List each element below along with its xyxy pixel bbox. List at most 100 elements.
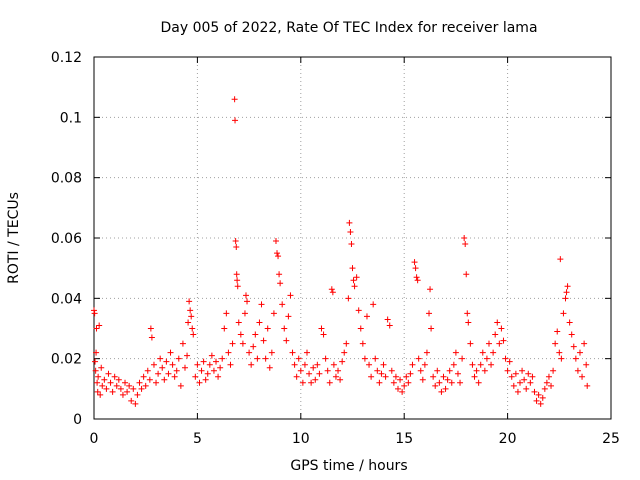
data-point <box>310 364 317 371</box>
data-point <box>386 322 393 329</box>
data-point <box>328 286 335 293</box>
data-point <box>279 301 286 308</box>
y-tick-label: 0.02 <box>51 352 82 368</box>
data-point <box>134 391 141 398</box>
data-point <box>150 361 157 368</box>
data-point <box>462 241 469 248</box>
y-tick-label: 0.08 <box>51 171 82 187</box>
data-point <box>430 373 437 380</box>
data-point <box>390 379 397 386</box>
data-point <box>306 370 313 377</box>
data-point <box>438 388 445 395</box>
data-point <box>291 361 298 368</box>
data-point <box>196 379 203 386</box>
data-point <box>215 373 222 380</box>
data-point <box>223 310 230 317</box>
data-point <box>244 298 251 305</box>
data-point <box>494 319 501 326</box>
data-point <box>124 388 131 395</box>
data-point <box>295 355 302 362</box>
data-point <box>500 337 507 344</box>
data-point <box>392 373 399 380</box>
data-point <box>347 228 354 235</box>
x-tick-label: 15 <box>395 431 413 447</box>
data-point <box>232 238 239 245</box>
data-point <box>275 253 282 260</box>
data-point <box>277 280 284 287</box>
data-point <box>157 355 164 362</box>
data-point <box>529 373 536 380</box>
data-point <box>467 340 474 347</box>
data-point <box>490 349 497 356</box>
data-point <box>477 361 484 368</box>
data-point <box>372 355 379 362</box>
data-point <box>97 391 104 398</box>
data-point <box>469 361 476 368</box>
y-tick-label: 0.06 <box>51 231 82 247</box>
data-point <box>232 117 239 124</box>
y-tick-label: 0.1 <box>60 110 82 126</box>
data-point <box>293 373 300 380</box>
data-point <box>289 349 296 356</box>
data-point <box>98 364 105 371</box>
chart-title: Day 005 of 2022, Rate Of TEC Index for r… <box>160 20 537 36</box>
data-point <box>581 340 588 347</box>
x-tick-label: 20 <box>499 431 517 447</box>
data-point <box>471 373 478 380</box>
data-point <box>132 400 139 407</box>
data-point <box>339 358 346 365</box>
data-point <box>111 373 118 380</box>
data-point <box>229 340 236 347</box>
data-point <box>248 361 255 368</box>
data-point <box>148 334 155 341</box>
data-point <box>94 388 101 395</box>
data-point <box>208 352 215 359</box>
data-point <box>506 358 513 365</box>
data-point <box>345 295 352 302</box>
data-point <box>322 355 329 362</box>
data-point <box>136 379 143 386</box>
data-point <box>366 361 373 368</box>
data-point <box>301 361 308 368</box>
data-point <box>496 340 503 347</box>
data-point <box>185 319 192 326</box>
data-point <box>584 382 591 389</box>
x-tick-label: 10 <box>292 431 310 447</box>
x-tick-label: 5 <box>193 431 202 447</box>
data-point <box>337 376 344 383</box>
data-point <box>384 316 391 323</box>
data-point <box>169 361 176 368</box>
data-point <box>463 271 470 278</box>
data-point <box>504 367 511 374</box>
data-point <box>434 367 441 374</box>
data-point <box>350 277 357 284</box>
data-point <box>348 241 355 248</box>
data-point <box>254 355 261 362</box>
data-point <box>246 349 253 356</box>
data-point <box>167 349 174 356</box>
data-point <box>126 382 133 389</box>
data-point <box>312 376 319 383</box>
data-point <box>189 325 196 332</box>
data-point <box>411 259 418 266</box>
data-point <box>353 274 360 281</box>
data-point <box>479 349 486 356</box>
data-point <box>270 310 277 317</box>
data-point <box>376 379 383 386</box>
data-point <box>179 340 186 347</box>
data-point <box>276 271 283 278</box>
data-point <box>548 382 555 389</box>
data-point <box>378 370 385 377</box>
data-point <box>576 349 583 356</box>
data-point <box>190 331 197 338</box>
data-point <box>92 367 99 374</box>
data-point <box>335 367 342 374</box>
data-point <box>219 355 226 362</box>
y-tick-label: 0.12 <box>51 50 82 66</box>
data-point <box>159 364 166 371</box>
data-point <box>233 244 240 251</box>
data-point <box>318 325 325 332</box>
data-point <box>533 397 540 404</box>
data-point <box>541 385 548 392</box>
